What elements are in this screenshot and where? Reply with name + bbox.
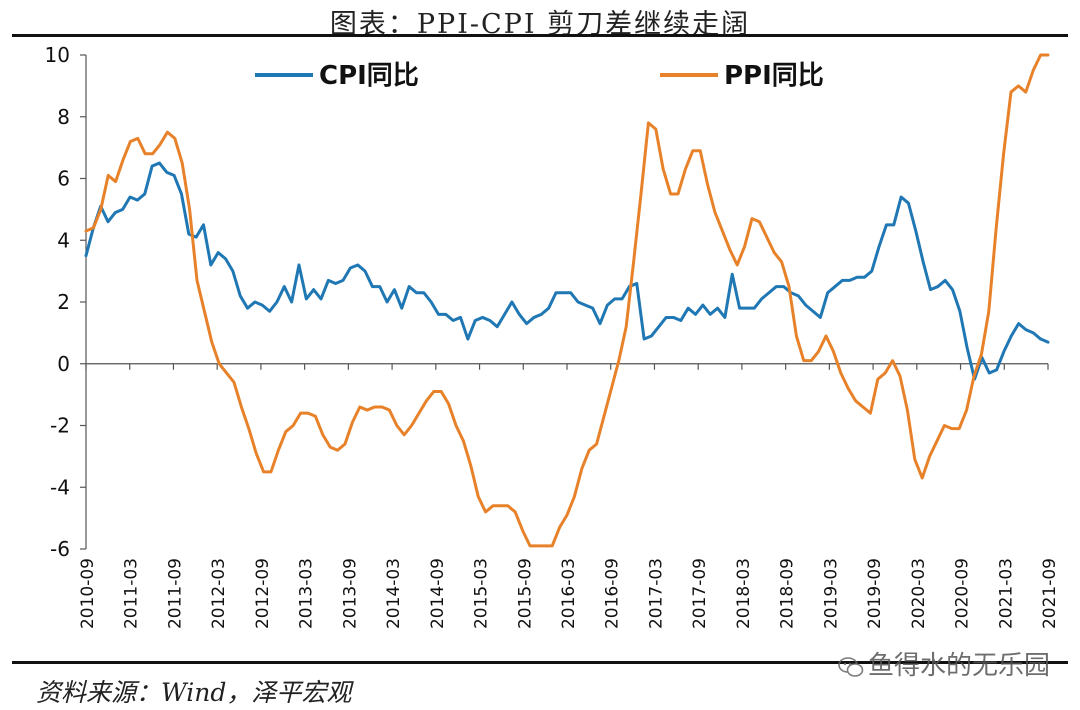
x-tick-label: 2014-09 xyxy=(428,558,448,629)
x-tick-label: 2019-03 xyxy=(821,558,841,629)
x-tick-label: 2011-09 xyxy=(165,558,185,629)
x-tick-label: 2013-03 xyxy=(297,558,317,629)
bottom-rule xyxy=(12,661,1068,664)
x-tick-label: 2010-09 xyxy=(78,558,98,629)
y-tick-label: 10 xyxy=(45,43,70,67)
x-tick-label: 2011-03 xyxy=(122,558,142,629)
watermark-text: 鱼得水的无乐园 xyxy=(867,651,1050,681)
y-tick-label: 8 xyxy=(57,105,70,129)
x-tick-label: 2017-09 xyxy=(690,558,710,629)
x-tick-label: 2012-03 xyxy=(209,558,229,629)
x-tick-label: 2021-09 xyxy=(1040,558,1060,629)
wechat-icon xyxy=(838,656,864,677)
source-note: 资料来源：Wind，泽平宏观 xyxy=(36,678,352,707)
line-chart: -6 -4 -2 0 2 4 6 8 10 2010-09 2011-03 2011-09 2012-0… xyxy=(45,43,1060,629)
top-rule xyxy=(12,34,1068,37)
watermark: 鱼得水的无乐园 xyxy=(838,645,1050,682)
y-tick-label: -4 xyxy=(50,475,70,499)
x-tick-label: 2018-09 xyxy=(778,558,798,629)
y-tick-label: 0 xyxy=(57,352,70,376)
x-tick-label: 2015-03 xyxy=(472,558,492,629)
x-tick-label: 2018-03 xyxy=(734,558,754,629)
cpi-legend-label: CPI同比 xyxy=(319,61,419,91)
x-tick-label: 2019-09 xyxy=(865,558,885,629)
x-tick-label: 2016-09 xyxy=(603,558,623,629)
y-tick-label: -2 xyxy=(50,414,70,438)
x-tick-label: 2020-09 xyxy=(953,558,973,629)
x-tick-label: 2020-03 xyxy=(909,558,929,629)
x-tick-label: 2013-09 xyxy=(340,558,360,629)
x-tick-label: 2014-03 xyxy=(384,558,404,629)
ppi-series-line xyxy=(84,53,1050,548)
y-tick-label: 4 xyxy=(57,228,70,252)
y-tick-label: 6 xyxy=(57,167,70,191)
ppi-legend-label: PPI同比 xyxy=(724,61,824,91)
y-tick-label: -6 xyxy=(50,537,70,561)
y-tick-label: 2 xyxy=(57,290,70,314)
x-tick-label: 2012-09 xyxy=(253,558,273,629)
cpi-series-line xyxy=(84,161,1050,381)
x-tick-label: 2021-03 xyxy=(996,558,1016,629)
x-tick-label: 2015-09 xyxy=(515,558,535,629)
x-tick-label: 2017-03 xyxy=(646,558,666,629)
x-tick-label: 2016-03 xyxy=(559,558,579,629)
